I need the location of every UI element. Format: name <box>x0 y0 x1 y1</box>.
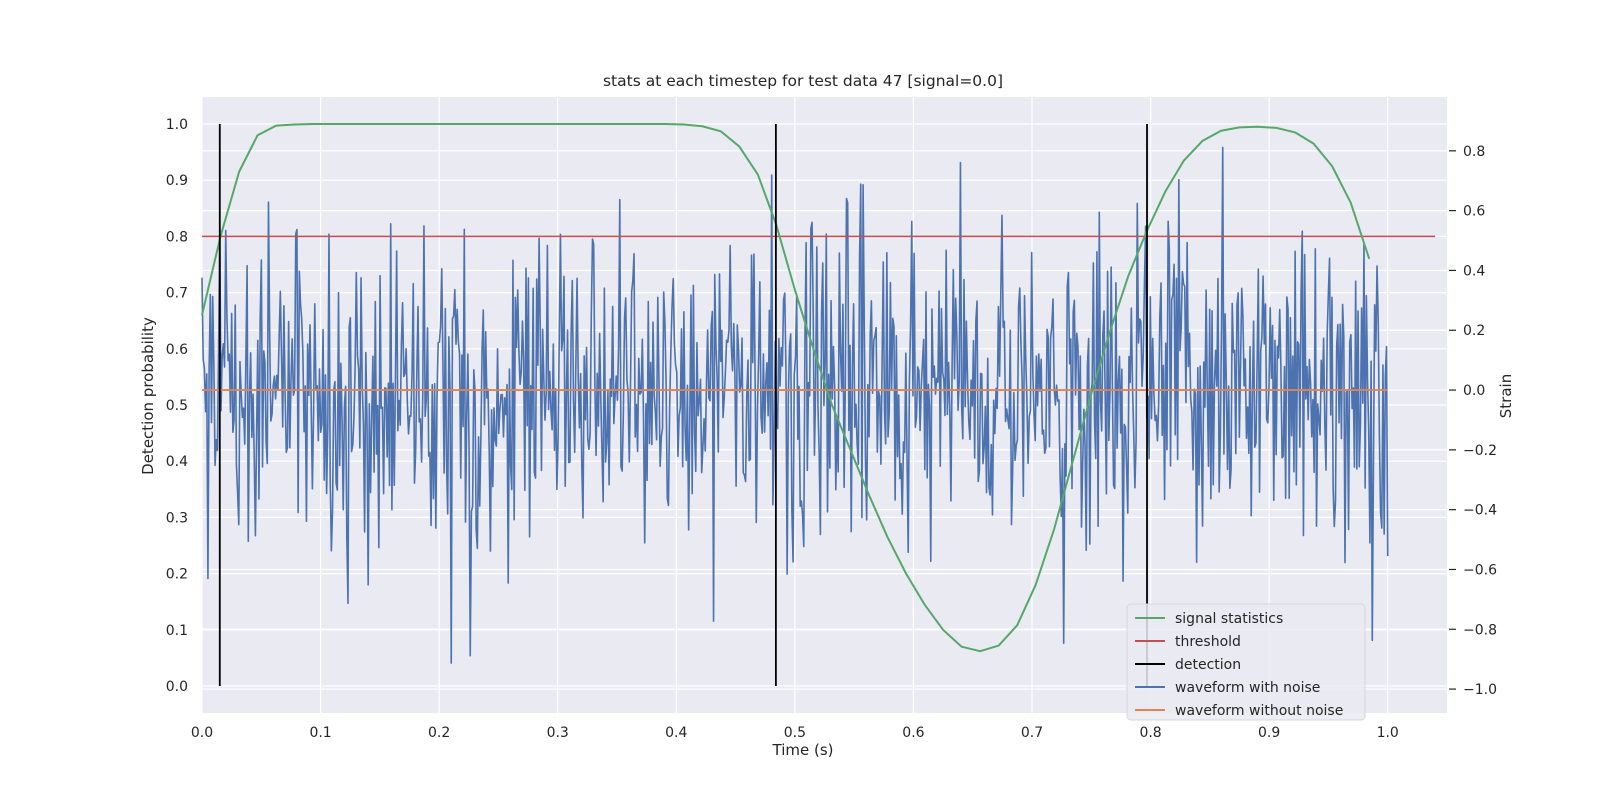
legend-label: signal statistics <box>1175 611 1283 627</box>
x-tick-label: 0.1 <box>309 725 331 741</box>
legend: signal statistics threshold detection wavef… <box>1126 603 1366 721</box>
x-tick-label: 0.3 <box>547 725 569 741</box>
x-tick-label: 0.0 <box>191 725 213 741</box>
axes: 0.0 0.1 0.2 0.3 0.4 0.5 0.6 0.7 0.8 0.9 1.0 0.0 0.1 0… <box>166 117 1497 741</box>
y-right-tick-label: 0.8 <box>1463 144 1485 160</box>
waveform-with-noise-line <box>201 146 1389 664</box>
x-axis-label: Time (s) <box>772 741 834 759</box>
y-right-tick-label: −0.8 <box>1463 622 1497 638</box>
y-axis-left-label: Detection probability <box>139 317 157 475</box>
y-left-tick-label: 0.7 <box>166 286 188 302</box>
y-right-tick-label: −0.4 <box>1463 503 1497 519</box>
legend-label: waveform with noise <box>1175 680 1320 696</box>
legend-label: waveform without noise <box>1175 703 1343 719</box>
y-left-tick-label: 0.9 <box>166 173 188 189</box>
y-left-tick-label: 0.2 <box>166 567 188 583</box>
y-axis-right-label: Strain <box>1497 374 1515 418</box>
y-left-tick-label: 1.0 <box>166 117 188 133</box>
y-right-tick-label: −0.2 <box>1463 443 1497 459</box>
x-tick-label: 0.7 <box>1021 725 1043 741</box>
legend-label: detection <box>1175 657 1241 673</box>
y-left-tick-label: 0.3 <box>166 510 188 526</box>
y-left-tick-label: 0.4 <box>166 454 188 470</box>
y-left-tick-label: 0.6 <box>166 342 188 358</box>
y-left-tick-label: 0.5 <box>166 398 188 414</box>
x-tick-label: 0.2 <box>428 725 450 741</box>
y-right-tick-label: 0.6 <box>1463 204 1485 220</box>
x-tick-label: 1.0 <box>1377 725 1399 741</box>
x-tick-label: 0.5 <box>784 725 806 741</box>
chart-title: stats at each timestep for test data 47 … <box>603 72 1003 90</box>
series-layer <box>201 122 1436 687</box>
x-tick-label: 0.8 <box>1139 725 1161 741</box>
y-left-tick-label: 0.0 <box>166 679 188 695</box>
legend-box <box>1126 603 1366 721</box>
x-tick-label: 0.4 <box>665 725 687 741</box>
y-right-tick-label: 0.2 <box>1463 323 1485 339</box>
y-right-tick-label: −0.6 <box>1463 562 1497 578</box>
x-tick-label: 0.6 <box>902 725 924 741</box>
y-left-tick-label: 0.8 <box>166 229 188 245</box>
legend-label: threshold <box>1175 634 1241 650</box>
y-right-tick-label: 0.4 <box>1463 263 1485 279</box>
y-right-tick-label: 0.0 <box>1463 383 1485 399</box>
signal-statistics-line <box>201 122 1371 653</box>
y-left-tick-label: 0.1 <box>166 623 188 639</box>
y-right-tick-label: −1.0 <box>1463 682 1497 698</box>
x-tick-label: 0.9 <box>1258 725 1280 741</box>
